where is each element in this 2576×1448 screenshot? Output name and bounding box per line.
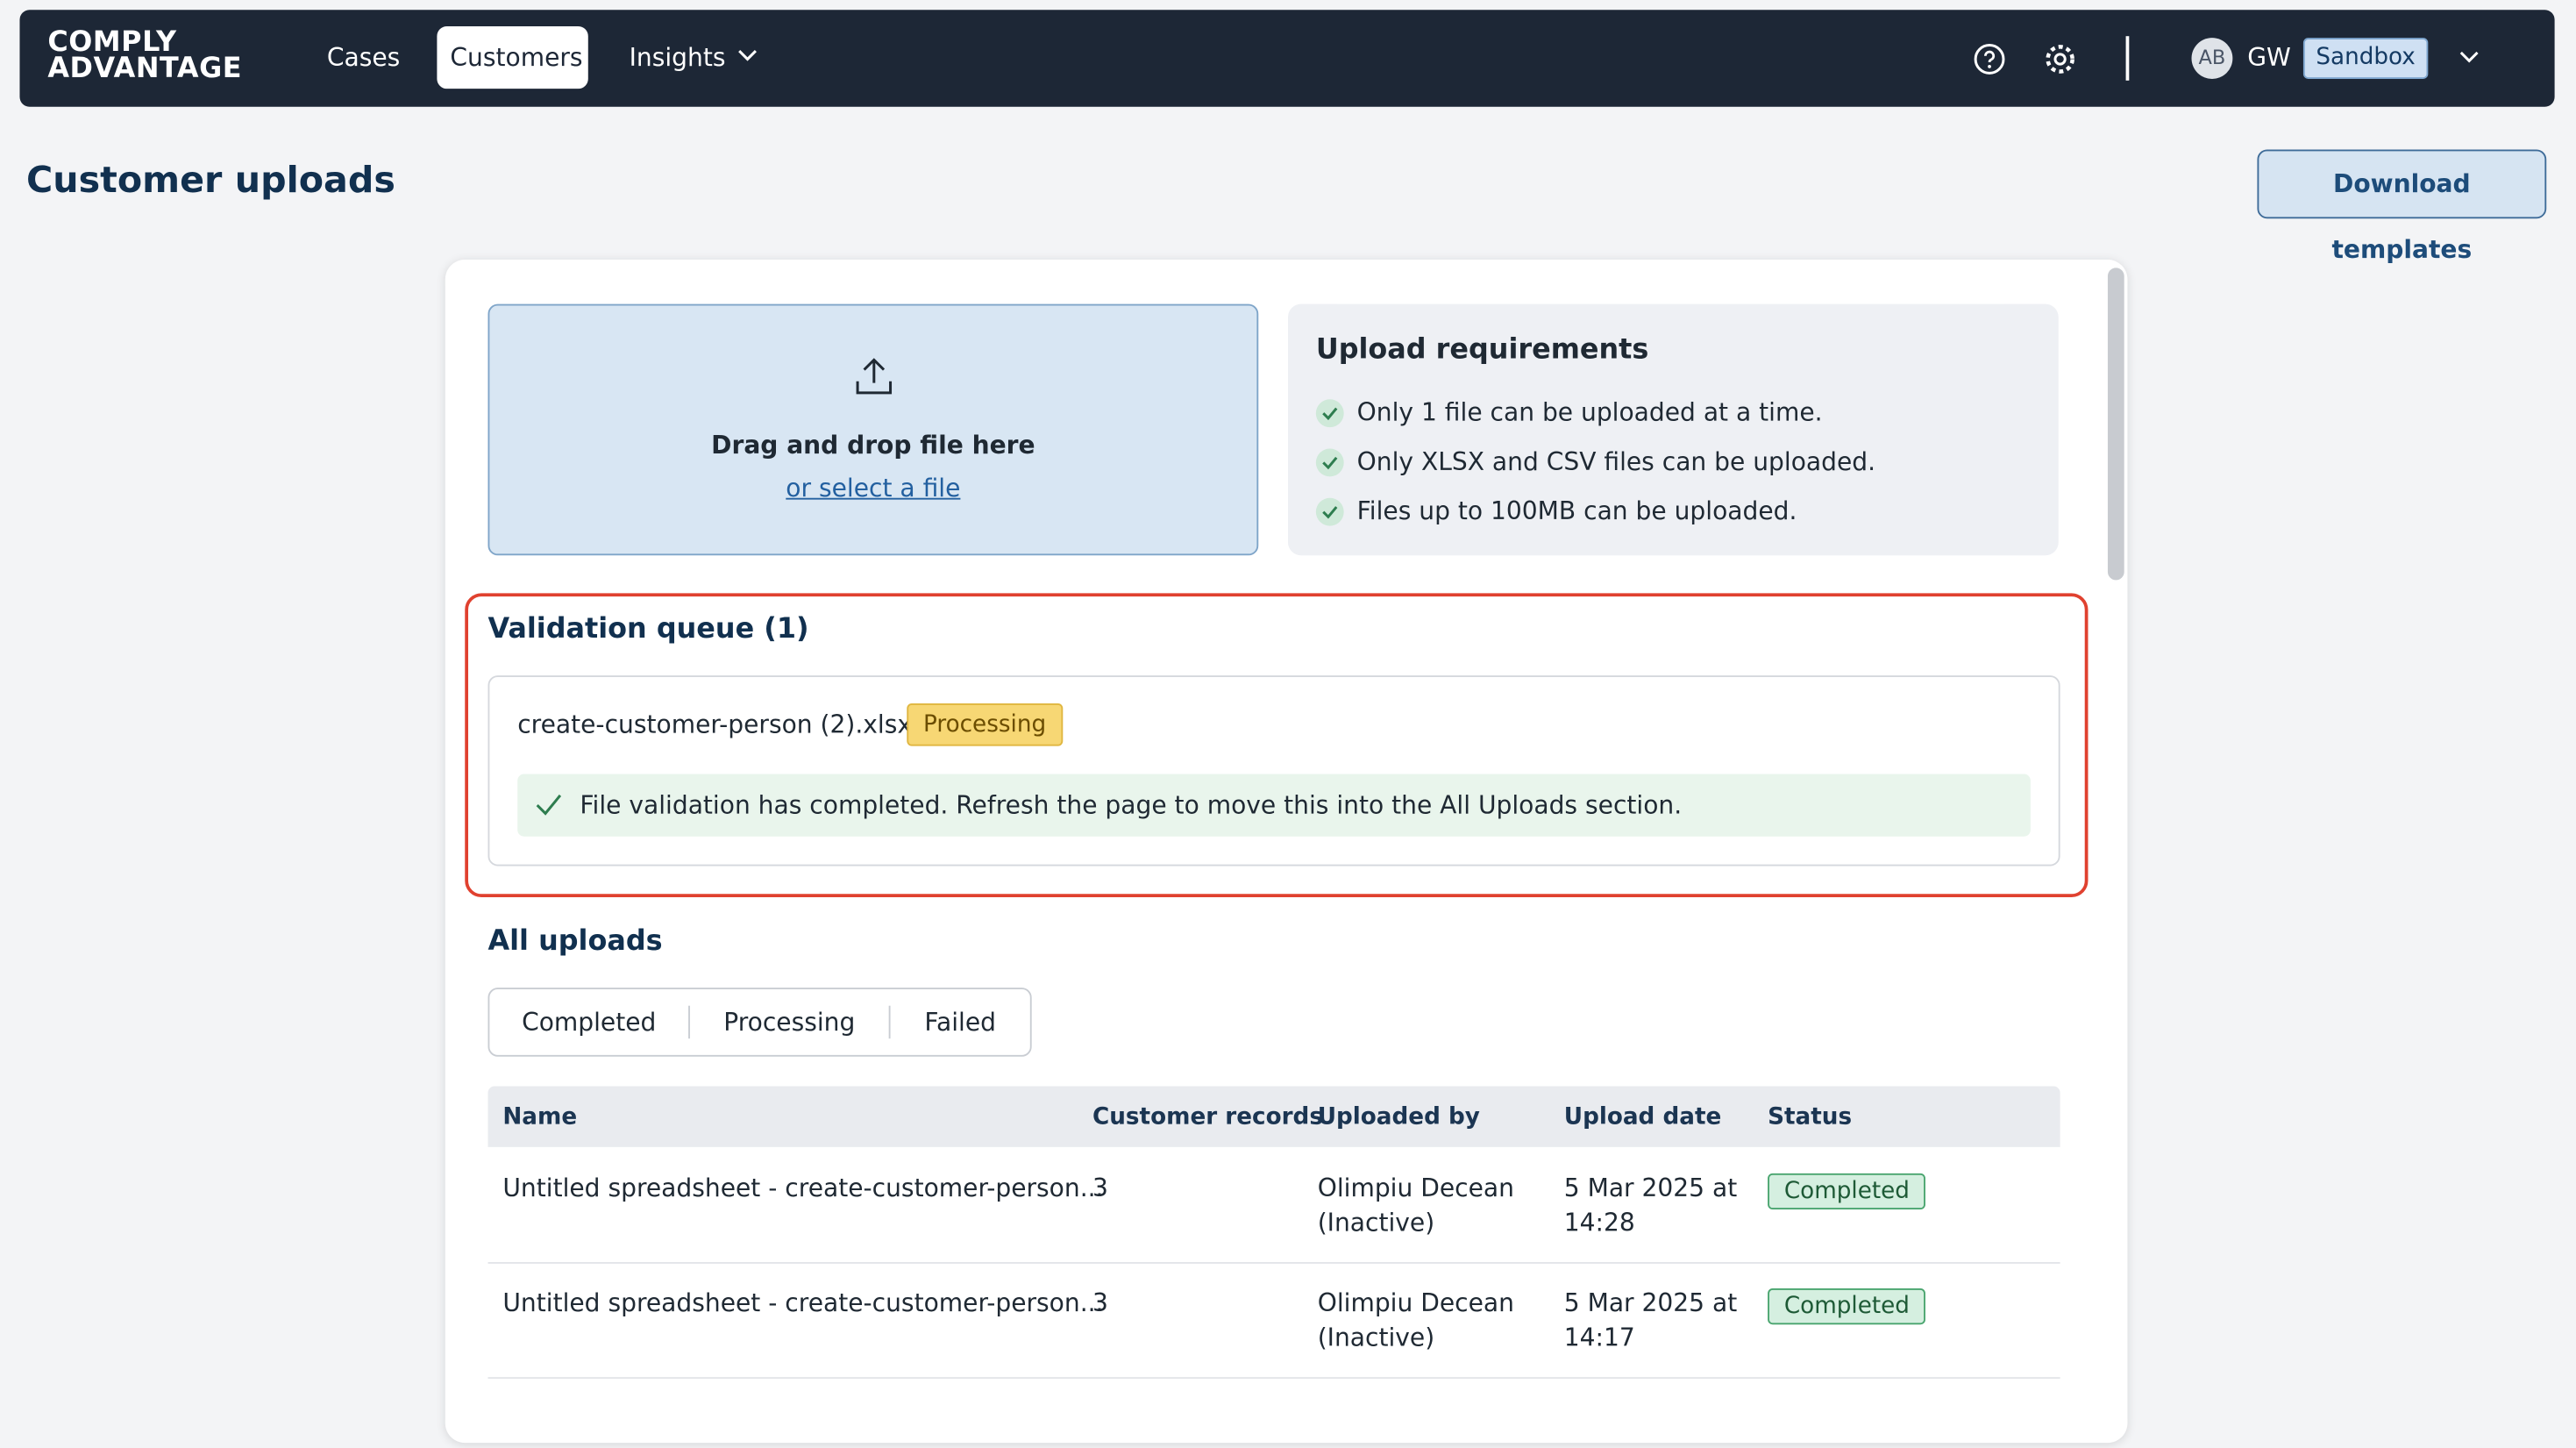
- validation-highlight: [465, 593, 2089, 898]
- check-icon: [1322, 407, 1338, 421]
- chevron: [738, 50, 757, 61]
- nav-item-active[interactable]: Customers: [437, 25, 588, 89]
- column-header: Customer records: [1092, 1104, 1323, 1131]
- table-cell: Olimpiu Decean (Inactive): [1317, 1173, 1514, 1238]
- chevron[interactable]: [2458, 49, 2480, 66]
- column-header: Upload date: [1563, 1104, 1722, 1131]
- scrollbar[interactable]: [2107, 267, 2124, 581]
- nav-item[interactable]: Insights: [629, 42, 726, 73]
- check-icon: [1322, 456, 1338, 470]
- check-icon: [536, 794, 562, 816]
- column-header: Name: [502, 1104, 578, 1131]
- nav-item[interactable]: Cases: [326, 42, 401, 73]
- table-cell: Untitled spreadsheet - create-customer-p…: [502, 1288, 1104, 1318]
- page: Customer uploads {"nav":{"logo":["COMPLY…: [19, 10, 2555, 1444]
- validation-title: Validation queue (1): [487, 612, 809, 646]
- drop-zone[interactable]: Drag and drop file here or select a file: [487, 303, 1259, 556]
- requirements-box: Upload requirements Only 1 file can be u…: [1287, 303, 2059, 556]
- tab[interactable]: Processing: [723, 1007, 856, 1038]
- select-file-link[interactable]: or select a file: [786, 473, 961, 503]
- requirements-title: Upload requirements: [1315, 333, 1649, 367]
- check-circle: [1315, 497, 1344, 526]
- tab[interactable]: Completed: [522, 1007, 657, 1038]
- column-header: Status: [1768, 1104, 1853, 1131]
- tab[interactable]: Failed: [924, 1007, 996, 1038]
- table-cell: 5 Mar 2025 at 14:17: [1563, 1288, 1738, 1353]
- file-name: create-customer-person (2).xlsx: [517, 710, 913, 740]
- status-badge: Completed: [1768, 1173, 1926, 1210]
- check-icon: [1322, 506, 1338, 519]
- table-cell: 3: [1092, 1173, 1108, 1203]
- status-badge: Completed: [1768, 1288, 1926, 1325]
- tab-group: Completed Processing Failed: [487, 988, 1032, 1057]
- requirement-text: Files up to 100MB can be uploaded.: [1356, 496, 1797, 526]
- tab-divider: [888, 1005, 891, 1039]
- user-initials: GW: [2247, 42, 2291, 73]
- help-icon[interactable]: [1971, 41, 2007, 77]
- success-message: File validation has completed. Refresh t…: [517, 774, 2031, 837]
- status-badge: Processing: [907, 703, 1063, 746]
- column-header: Uploaded by: [1317, 1104, 1480, 1131]
- check-circle: [1315, 448, 1344, 477]
- table-header: [487, 1086, 2060, 1147]
- download-templates-button[interactable]: Download templates: [2257, 149, 2547, 265]
- check-circle: [1315, 399, 1344, 428]
- table-cell: 5 Mar 2025 at 14:28: [1563, 1173, 1738, 1238]
- table-cell: Olimpiu Decean (Inactive): [1317, 1288, 1514, 1353]
- row-separator: [487, 1262, 2060, 1264]
- top-nav: COMPLY ADVANTAGE Cases Customers Insights…: [19, 10, 2555, 107]
- environment-badge: Sandbox: [2302, 38, 2429, 79]
- message-text: File validation has completed. Refresh t…: [580, 790, 1683, 820]
- row-separator: [487, 1377, 2060, 1380]
- page-title: Customer uploads: [25, 160, 395, 203]
- upload-card: Drag and drop file here or select a file…: [445, 260, 2128, 1444]
- divider: [2125, 36, 2130, 81]
- uploads-table: Name Customer records Uploaded by Upload da…: [487, 1086, 2060, 1448]
- logo-line: ADVANTAGE: [47, 52, 243, 86]
- settings-icon[interactable]: [2042, 41, 2078, 77]
- app: COMPLY ADVANTAGE Cases Customers Insights…: [19, 10, 2555, 1444]
- nav-item-label: Customers: [450, 42, 583, 73]
- logo-line: COMPLY: [47, 25, 177, 60]
- table-cell: 3: [1092, 1288, 1108, 1318]
- logo[interactable]: COMPLY ADVANTAGE: [47, 25, 243, 86]
- all-uploads-title: All uploads: [487, 924, 663, 959]
- requirement-text: Only XLSX and CSV files can be uploaded.: [1356, 446, 1876, 477]
- tab-divider: [688, 1005, 690, 1039]
- drop-zone-title: Drag and drop file here: [711, 430, 1035, 460]
- validation-item: create-customer-person (2).xlsx Processi…: [487, 675, 2060, 867]
- body: COMPLY ADVANTAGE Cases Customers Insights…: [19, 10, 2555, 1444]
- table-cell: Untitled spreadsheet - create-customer-p…: [502, 1173, 1104, 1203]
- avatar[interactable]: AB: [2191, 38, 2233, 79]
- requirement-text: Only 1 file can be uploaded at a time.: [1356, 397, 1823, 428]
- upload-icon: [856, 358, 893, 395]
